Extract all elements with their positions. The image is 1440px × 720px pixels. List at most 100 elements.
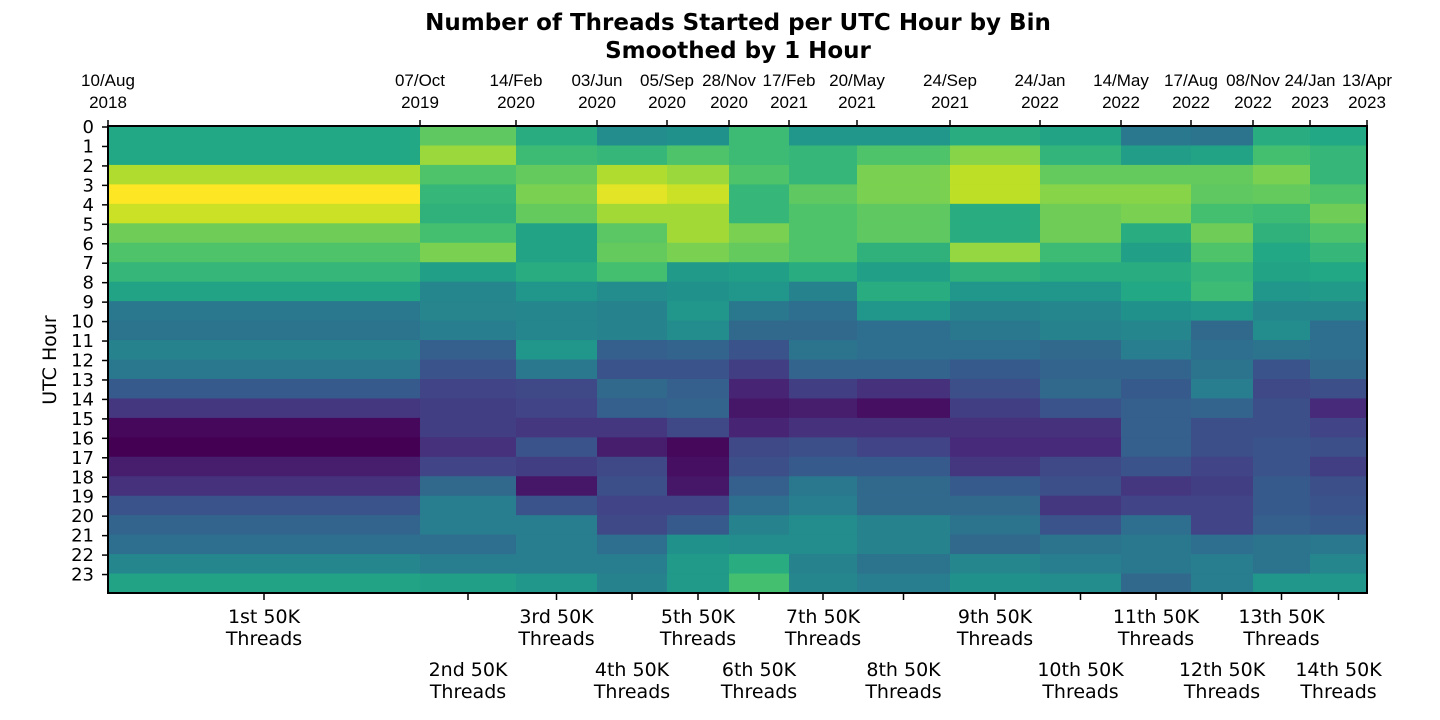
- heatmap-cell: [667, 320, 730, 341]
- bin-label-line2: Threads: [784, 628, 861, 650]
- heatmap-cell: [1310, 320, 1368, 341]
- heatmap-cell: [729, 203, 790, 224]
- heatmap-cell: [420, 437, 517, 458]
- heatmap-cell: [108, 495, 421, 516]
- date-tick-day: 28/Nov: [702, 71, 756, 90]
- heatmap-cell: [1121, 242, 1192, 263]
- heatmap-cell: [1121, 515, 1192, 536]
- heatmap-cell: [729, 515, 790, 536]
- heatmap-cell: [729, 281, 790, 302]
- heatmap-cell: [108, 398, 421, 419]
- heatmap-cell: [420, 203, 517, 224]
- heatmap-cell: [1121, 417, 1192, 438]
- heatmap-cell: [1253, 417, 1311, 438]
- heatmap-cell: [789, 223, 858, 244]
- heatmap-cell: [1310, 398, 1368, 419]
- heatmap-cell: [1191, 417, 1254, 438]
- heatmap-cell: [950, 554, 1041, 575]
- heatmap-cell: [667, 495, 730, 516]
- heatmap-cell: [516, 573, 598, 594]
- bin-label-line1: 11th 50K: [1113, 606, 1200, 628]
- heatmap-cell: [857, 437, 951, 458]
- heatmap-cell: [108, 126, 421, 147]
- heatmap-cell: [1040, 223, 1122, 244]
- heatmap-cell: [789, 495, 858, 516]
- heatmap-cell: [1310, 184, 1368, 205]
- heatmap-cell: [857, 145, 951, 166]
- heatmap-cell: [857, 262, 951, 283]
- heatmap-cell: [1040, 534, 1122, 555]
- heatmap-cell: [597, 203, 668, 224]
- heatmap-cell: [1121, 378, 1192, 400]
- heatmap-cell: [1121, 145, 1192, 166]
- heatmap-cell: [789, 476, 858, 497]
- heatmap-cell: [729, 417, 790, 438]
- heatmap-cell: [597, 262, 668, 283]
- heatmap-cell: [1191, 398, 1254, 419]
- hour-tick-label: 22: [71, 545, 94, 566]
- heatmap-cell: [1121, 476, 1192, 497]
- heatmap-cell: [516, 476, 598, 497]
- heatmap-cell: [1310, 437, 1368, 458]
- date-tick-year: 2021: [770, 93, 808, 112]
- heatmap-cell: [516, 184, 598, 205]
- heatmap-cell: [420, 281, 517, 302]
- bin-label-line1: 6th 50K: [722, 659, 797, 681]
- hour-tick-label: 4: [83, 195, 94, 216]
- bin-label-line1: 1st 50K: [228, 606, 301, 628]
- heatmap-cell: [108, 417, 421, 438]
- heatmap-cell: [420, 495, 517, 516]
- chart-title: Number of Threads Started per UTC Hour b…: [425, 10, 1051, 36]
- heatmap-cell: [516, 223, 598, 244]
- heatmap-cell: [1040, 495, 1122, 516]
- heatmap-cell: [667, 145, 730, 166]
- heatmap-cell: [950, 262, 1041, 283]
- heatmap-cell: [729, 534, 790, 555]
- heatmap-cell: [1121, 398, 1192, 419]
- bin-label-line1: 10th 50K: [1037, 659, 1124, 681]
- heatmap-cell: [597, 223, 668, 244]
- heatmap-cell: [729, 359, 790, 380]
- heatmap-cell: [597, 398, 668, 419]
- heatmap-cell: [1310, 359, 1368, 380]
- heatmap-cell: [1191, 203, 1254, 224]
- heatmap-cell: [597, 378, 668, 400]
- heatmap-cell: [729, 301, 790, 322]
- heatmap-cell: [597, 437, 668, 458]
- heatmap-cell: [950, 573, 1041, 594]
- bin-label-line2: Threads: [517, 628, 594, 650]
- heatmap-cell: [1253, 534, 1311, 555]
- date-tick-year: 2020: [710, 93, 748, 112]
- heatmap-cell: [1121, 340, 1192, 361]
- heatmap-cell: [857, 515, 951, 536]
- heatmap-cell: [108, 164, 421, 185]
- heatmap-cell: [420, 145, 517, 166]
- heatmap-cell: [1040, 417, 1122, 438]
- heatmap-cell: [1191, 281, 1254, 302]
- heatmap-cell: [857, 164, 951, 185]
- heatmap-cell: [597, 126, 668, 147]
- heatmap-cell: [729, 164, 790, 185]
- heatmap-cell: [597, 145, 668, 166]
- heatmap-cell: [1253, 495, 1311, 516]
- heatmap-cell: [950, 242, 1041, 263]
- heatmap-cell: [420, 301, 517, 322]
- bin-label-line2: Threads: [225, 628, 302, 650]
- heatmap-cell: [420, 417, 517, 438]
- heatmap-cell: [516, 515, 598, 536]
- heatmap-cell: [857, 378, 951, 400]
- heatmap-cell: [729, 223, 790, 244]
- heatmap-cell: [1121, 573, 1192, 594]
- heatmap-cell: [1253, 223, 1311, 244]
- heatmap-cell: [729, 320, 790, 341]
- heatmap-cell: [789, 126, 858, 147]
- heatmap-cell: [108, 320, 421, 341]
- heatmap-cell: [857, 223, 951, 244]
- heatmap-cell: [1191, 456, 1254, 477]
- heatmap-cell: [1040, 126, 1122, 147]
- heatmap-cell: [1121, 437, 1192, 458]
- heatmap-cell: [1121, 320, 1192, 341]
- heatmap-cell: [789, 164, 858, 185]
- heatmap-cell: [1191, 262, 1254, 283]
